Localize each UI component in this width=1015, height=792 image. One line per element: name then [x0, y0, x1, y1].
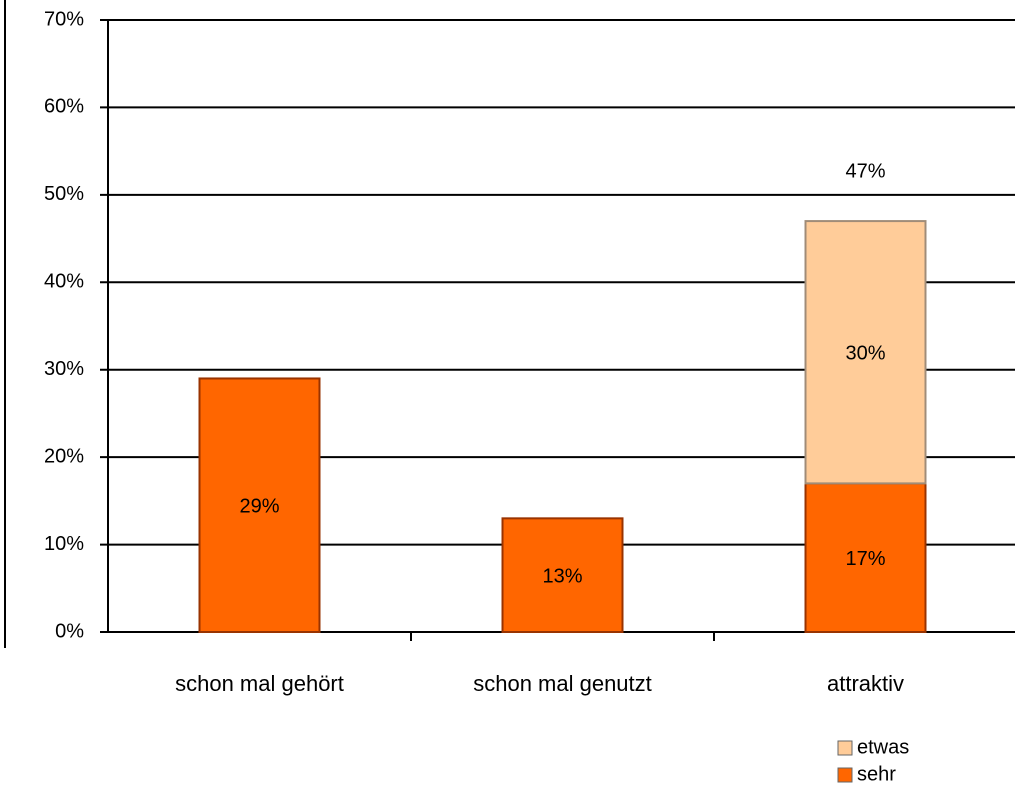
y-tick-label: 20% [44, 445, 84, 467]
y-tick-label: 50% [44, 183, 84, 205]
value-label: 13% [542, 565, 582, 587]
bar-segment [198, 377, 321, 634]
y-tick-label: 30% [44, 358, 84, 380]
x-tick-label: attraktiv [827, 671, 904, 696]
x-tick-label: schon mal genutzt [473, 671, 652, 696]
legend-swatch [837, 740, 853, 756]
value-label: 29% [239, 496, 279, 518]
y-tick-label: 60% [44, 96, 84, 118]
y-tick-label: 40% [44, 271, 84, 293]
legend-label: sehr [857, 763, 896, 785]
value-label: 30% [845, 343, 885, 365]
bar-segment [804, 220, 927, 485]
y-tick-label: 10% [44, 533, 84, 555]
total-label: 47% [845, 160, 885, 182]
value-label: 17% [845, 548, 885, 570]
legend-swatch [837, 767, 853, 783]
bar-segment [501, 517, 624, 633]
x-tick-label: schon mal gehört [175, 671, 344, 696]
legend-label: etwas [857, 736, 909, 758]
y-tick-label: 70% [44, 8, 84, 30]
y-tick-label: 0% [55, 620, 84, 642]
